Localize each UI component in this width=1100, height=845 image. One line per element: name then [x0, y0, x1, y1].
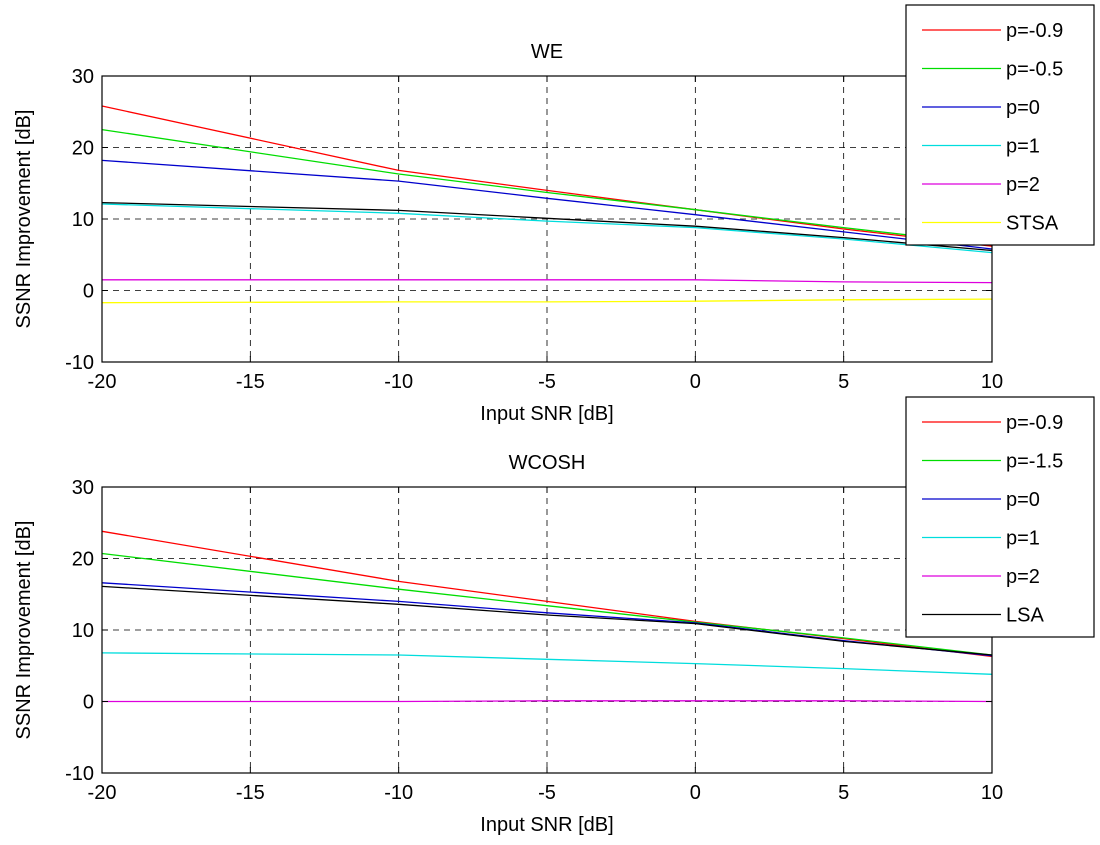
series-line-p=-0.5 — [101, 128, 993, 246]
y-tick-label: 0 — [83, 281, 94, 303]
legend-label: p=1 — [1006, 136, 1040, 158]
legend-label: p=2 — [1006, 174, 1040, 196]
ticks-wcosh: -20 -15 -10 -5 0 5 10 -10 0 10 20 30 — [65, 477, 1003, 804]
legend-label: p=1 — [1006, 528, 1040, 550]
ticks-we: -20 -15 -10 -5 0 5 10 -10 0 10 20 30 — [65, 66, 1003, 393]
x-tick-label: 10 — [981, 371, 1003, 393]
chart-title-wcosh: WCOSH — [509, 452, 586, 474]
y-tick-label: 30 — [72, 477, 94, 499]
series-line-p=2 — [102, 700, 993, 703]
x-tick-label: -20 — [88, 782, 117, 804]
legend-label: p=2 — [1006, 566, 1040, 588]
y-tick-label: -10 — [65, 763, 94, 785]
x-tick-label: 10 — [981, 782, 1003, 804]
chart-wcosh: -20 -15 -10 -5 0 5 10 -10 0 10 20 30 WCOSH Input SN… — [13, 396, 1095, 836]
series-line-LSA — [101, 585, 993, 656]
x-tick-label: 5 — [838, 371, 849, 393]
series-line-p=-0.9 — [101, 105, 993, 247]
legend-label: p=0 — [1006, 97, 1040, 119]
x-axis-label-wcosh: Input SNR [dB] — [480, 814, 613, 836]
x-tick-label: -5 — [538, 782, 556, 804]
legend-label: STSA — [1006, 213, 1059, 235]
x-tick-label: -5 — [538, 371, 556, 393]
y-axis-label-wcosh: SSNR Improvement [dB] — [13, 521, 35, 740]
y-tick-label: 10 — [72, 209, 94, 231]
legend-box — [905, 4, 1095, 246]
y-tick-label: 0 — [83, 692, 94, 714]
series-line-p=2 — [102, 279, 993, 284]
y-tick-label: 20 — [72, 138, 94, 160]
series-wcosh — [101, 530, 993, 703]
legend-wcosh: p=-0.9 p=-1.5 p=0 p=1 p=2 LSA — [905, 396, 1095, 638]
legend-label: p=-0.9 — [1006, 412, 1063, 434]
series-line-p=0 — [101, 159, 993, 250]
legend-label: p=-1.5 — [1006, 451, 1063, 473]
x-tick-label: -20 — [88, 371, 117, 393]
series-line-p=-0.9 — [101, 530, 993, 658]
legend-label: p=-0.5 — [1006, 59, 1063, 81]
legend-box — [905, 396, 1095, 638]
series-we — [101, 105, 993, 304]
chart-we: -20 -15 -10 -5 0 5 10 -10 0 10 20 30 WE Input SNR [… — [13, 4, 1095, 425]
y-axis-label-we: SSNR Improvement [dB] — [13, 110, 35, 329]
x-tick-label: -10 — [384, 782, 413, 804]
x-tick-label: 0 — [690, 782, 701, 804]
y-tick-label: 10 — [72, 620, 94, 642]
legend-we: p=-0.9 p=-0.5 p=0 p=1 p=2 STSA — [905, 4, 1095, 246]
series-line-STSA — [101, 298, 993, 304]
x-tick-label: -15 — [236, 782, 265, 804]
x-tick-label: -15 — [236, 371, 265, 393]
x-tick-label: 5 — [838, 782, 849, 804]
y-tick-label: 30 — [72, 66, 94, 88]
series-line-unlabeled-6 — [101, 201, 993, 252]
grid-we — [102, 76, 992, 362]
chart-title-we: WE — [531, 41, 563, 63]
x-axis-label-we: Input SNR [dB] — [480, 403, 613, 425]
series-line-p=1 — [101, 203, 993, 254]
series-line-p=1 — [101, 652, 993, 675]
legend-label: p=-0.9 — [1006, 20, 1063, 42]
y-tick-label: 20 — [72, 549, 94, 571]
legend-label: LSA — [1006, 605, 1044, 627]
x-tick-label: -10 — [384, 371, 413, 393]
x-tick-label: 0 — [690, 371, 701, 393]
legend-label: p=0 — [1006, 489, 1040, 511]
y-tick-label: -10 — [65, 352, 94, 374]
series-line-p=-1.5 — [101, 552, 993, 656]
